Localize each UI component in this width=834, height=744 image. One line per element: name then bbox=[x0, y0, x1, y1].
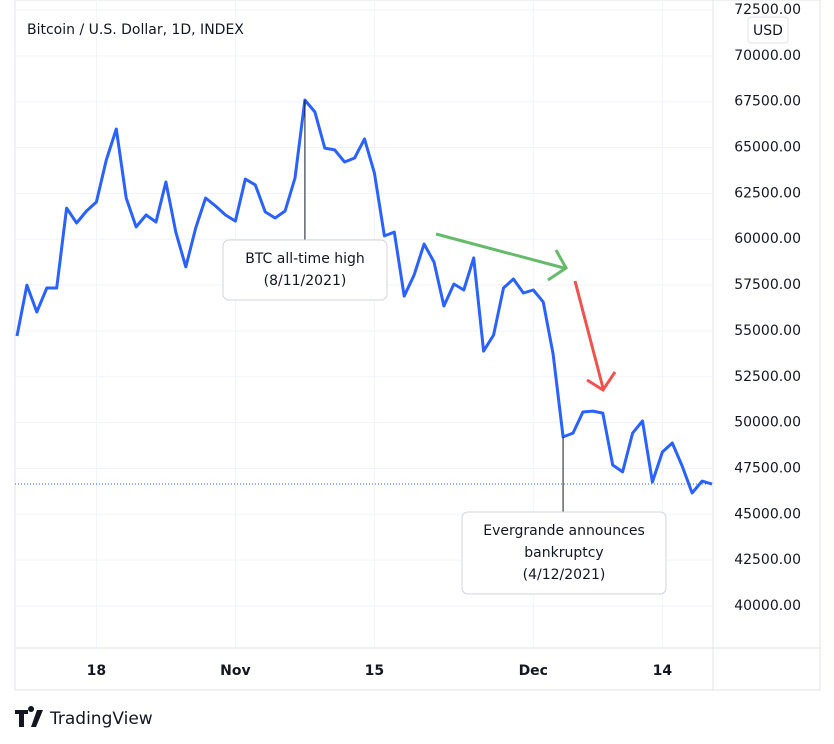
green-arrow bbox=[435, 232, 568, 282]
price-line bbox=[15, 98, 713, 495]
annotation-text: Evergrande announces bbox=[483, 523, 645, 539]
red-arrow bbox=[573, 280, 617, 393]
y-tick-label: 45000.00 bbox=[734, 506, 801, 522]
currency-label: USD bbox=[753, 23, 783, 39]
grid bbox=[15, 0, 713, 648]
x-tick-label: 14 bbox=[653, 663, 673, 679]
annotation-box bbox=[222, 239, 388, 301]
annotation-box bbox=[461, 511, 667, 595]
brand-logo: TradingView bbox=[15, 706, 153, 729]
annotation-text: (8/11/2021) bbox=[264, 273, 347, 289]
annotation-text: BTC all-time high bbox=[245, 251, 365, 267]
y-tick-label: 65000.00 bbox=[734, 140, 801, 156]
y-tick-label: 62500.00 bbox=[734, 185, 801, 201]
y-tick-label: 50000.00 bbox=[734, 415, 801, 431]
y-tick-label: 70000.00 bbox=[734, 48, 801, 64]
x-tick-label: 18 bbox=[87, 663, 106, 679]
y-tick-label: 52500.00 bbox=[734, 369, 801, 385]
y-tick-label: 42500.00 bbox=[734, 552, 801, 568]
y-tick-label: 60000.00 bbox=[734, 231, 801, 247]
brand-name: TradingView bbox=[49, 709, 153, 729]
x-tick-label: Nov bbox=[220, 663, 250, 679]
y-tick-label: 40000.00 bbox=[734, 598, 801, 614]
annotation-text: bankruptcy bbox=[524, 545, 603, 561]
annotation-text: (4/12/2021) bbox=[523, 567, 606, 583]
x-tick-label: Dec bbox=[519, 663, 548, 679]
y-tick-label: 47500.00 bbox=[734, 460, 801, 476]
chart-title: Bitcoin / U.S. Dollar, 1D, INDEX bbox=[27, 22, 244, 38]
x-tick-label: 15 bbox=[365, 663, 384, 679]
y-tick-label: 55000.00 bbox=[734, 323, 801, 339]
y-tick-label: 72500.00 bbox=[734, 2, 801, 18]
currency-box bbox=[747, 16, 789, 44]
y-tick-label: 67500.00 bbox=[734, 94, 801, 110]
chart-frame bbox=[14, 0, 821, 691]
y-tick-label: 57500.00 bbox=[734, 277, 801, 293]
